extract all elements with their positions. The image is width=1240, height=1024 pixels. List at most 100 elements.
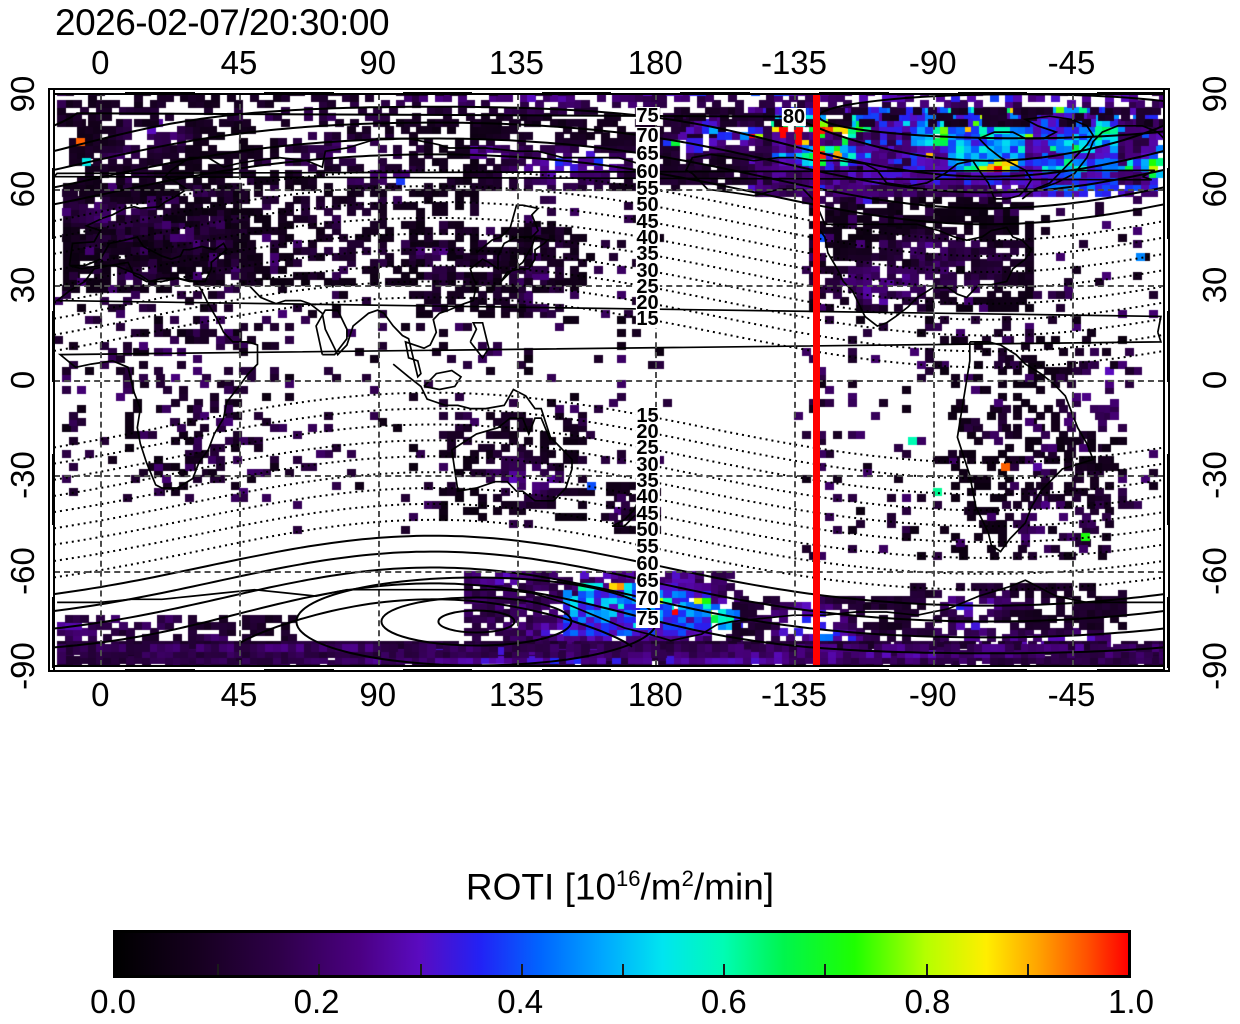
border-segment	[680, 92, 750, 95]
mlat-label-north-30: 30	[635, 259, 660, 282]
longitude-tick-bottom-0: 0	[91, 676, 110, 713]
latitude-tick-right-0: 0	[1196, 370, 1233, 390]
border-segment	[957, 669, 1028, 672]
mlat-label-south-70: 70	[635, 587, 660, 610]
border-segment	[52, 310, 55, 382]
border-segment	[1167, 310, 1170, 382]
mlat-label-north-65: 65	[635, 143, 660, 166]
longitude-tick-top-180: 180	[627, 44, 683, 81]
colorbar-label-1.0: 1.0	[1108, 983, 1154, 1020]
coast-australia	[392, 363, 573, 502]
colorbar[interactable]	[113, 930, 1131, 978]
mlat-label-north-70: 70	[635, 125, 660, 148]
colorbar-tick	[318, 964, 321, 975]
colorbar-label-0.4: 0.4	[497, 983, 544, 1020]
coast-asia-south	[247, 204, 540, 379]
mlat-label-south-50: 50	[635, 519, 660, 542]
coast-south-america	[956, 341, 1095, 553]
mlat-contour--35	[54, 455, 1164, 528]
mlat-contour-80	[54, 112, 1164, 162]
border-segment	[125, 669, 195, 672]
coast-borneo	[423, 369, 463, 391]
longitude-axis-top: 0 45 90 135 180 -135 -90 -45	[0, 44, 1240, 82]
coast-india-sub	[315, 309, 348, 356]
mlat-label-north-60: 60	[635, 160, 660, 183]
latitude-tick-left-60: 60	[4, 170, 41, 208]
colorbar-tick	[419, 964, 422, 975]
mlat-closed-contour-south-1	[295, 576, 658, 666]
colorbar-label-0.8: 0.8	[904, 983, 951, 1020]
border-segment	[125, 92, 195, 95]
border-segment	[402, 669, 473, 672]
border-segment	[402, 92, 473, 95]
latitude-tick-left-90: 90	[4, 75, 41, 113]
colorbar-label-0.2: 0.2	[293, 983, 340, 1020]
colorbar-tick	[1026, 964, 1029, 975]
mlat-contour--45	[54, 486, 1164, 560]
longitude-tick-bottom-90: 90	[359, 676, 397, 713]
coast-greenland-east	[1016, 124, 1164, 191]
border-segment	[264, 92, 334, 95]
mlat-label-south-35: 35	[635, 469, 660, 492]
colorbar-tick	[925, 964, 928, 975]
mlat-contour--70	[54, 566, 1164, 639]
colorbar-tick	[217, 964, 220, 975]
coast-africa	[54, 261, 1163, 489]
mlat-label-north-80: 80	[781, 105, 807, 128]
mlat-label-north-50: 50	[635, 194, 660, 217]
mlat-label-north-25: 25	[635, 275, 660, 298]
longitude-tick-bottom--135: -135	[760, 676, 828, 713]
longitude-axis-bottom: 0 45 90 135 180 -135 -90 -45	[0, 676, 1240, 714]
colorbar-title: ROTI [1016/m2/min]	[0, 866, 1240, 908]
colorbar-title-exponent: 16	[616, 866, 641, 891]
border-segment	[52, 453, 55, 525]
colorbar-tick	[520, 964, 523, 975]
longitude-tick-top--90: -90	[908, 44, 957, 81]
longitude-tick-top-45: 45	[220, 44, 258, 81]
border-segment	[680, 669, 750, 672]
border-segment	[52, 167, 55, 239]
longitude-tick-top--135: -135	[760, 44, 828, 81]
border-segment	[819, 669, 889, 672]
colorbar-title-main: ROTI [10	[465, 866, 617, 908]
coastline-and-mlat-overlay	[54, 94, 1164, 666]
mlat-label-south-65: 65	[635, 569, 660, 592]
mlat-label-south-45: 45	[635, 502, 660, 525]
latitude-tick-right-60: 60	[1196, 170, 1233, 208]
mlat-contour--25	[54, 423, 1164, 496]
mlat-closed-contour-south-3	[437, 609, 516, 634]
mlat-contour--30	[54, 439, 1164, 512]
longitude-tick-bottom-180: 180	[627, 676, 683, 713]
longitude-tick-bottom--90: -90	[908, 676, 957, 713]
latitude-tick-left-neg90: -90	[4, 642, 41, 690]
red-meridian-line	[812, 94, 820, 666]
latitude-tick-left-neg60: -60	[4, 546, 41, 595]
border-segment	[1167, 167, 1170, 239]
latitude-tick-right-30: 30	[1196, 266, 1233, 304]
map-border-bottom	[48, 665, 1170, 672]
mlat-label-south-15: 15	[635, 405, 660, 428]
mlat-label-north-55: 55	[635, 177, 660, 200]
mlat-label-south-30: 30	[635, 453, 660, 476]
mlat-label-north-20: 20	[635, 291, 660, 314]
colorbar-title-exponent2: 2	[681, 866, 694, 891]
longitude-tick-top--45: -45	[1047, 44, 1096, 81]
mlat-contour-55	[54, 169, 1164, 242]
mlat-label-north-75: 75	[635, 105, 660, 128]
mlat-contour-40	[54, 216, 1164, 289]
latitude-tick-right-neg60: -60	[1196, 546, 1233, 595]
border-segment	[957, 92, 1028, 95]
colorbar-title-end: /min]	[693, 866, 775, 908]
roti-map-plot: 80 75 70 65 60 55 50 45 40 35 30 25 20 15 15 20 25 30 35 40…	[48, 88, 1170, 672]
border-segment	[1096, 669, 1166, 672]
mlat-contour--15	[54, 391, 1164, 464]
border-segment	[541, 669, 611, 672]
mlat-contour--20	[54, 407, 1164, 480]
page-title: 2026-02-07/20:30:00	[55, 2, 390, 43]
mlat-closed-contour-south-2	[380, 596, 573, 647]
mlat-label-south-60: 60	[635, 552, 660, 575]
mlat-label-south-40: 40	[635, 486, 660, 509]
colorbar-label-0.0: 0.0	[90, 983, 136, 1020]
coast-japan	[500, 235, 549, 283]
mlat-label-south-75: 75	[635, 607, 660, 630]
